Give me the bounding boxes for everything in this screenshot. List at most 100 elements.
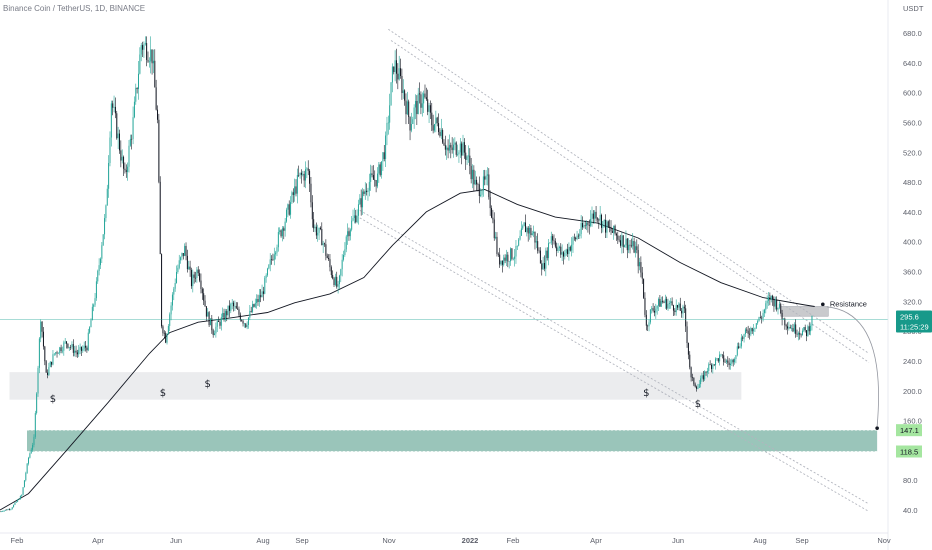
x-tick-label: Sep <box>295 536 308 545</box>
countdown-timer: 11:25:29 <box>900 322 929 331</box>
candle-body <box>299 172 301 176</box>
candle-body <box>29 453 31 458</box>
candle-body <box>155 87 157 110</box>
candle-body <box>222 312 224 318</box>
candle-body <box>148 61 150 63</box>
candle-body <box>398 68 400 80</box>
time-axis[interactable]: Feb Apr Jun Aug Sep Nov 2022 Feb Apr Jun Aug Sep Nov <box>0 532 891 545</box>
candle-body <box>219 321 221 326</box>
candle-body <box>246 325 248 328</box>
candle-body <box>674 310 676 313</box>
candle-body <box>184 245 186 256</box>
candle-body <box>698 384 700 388</box>
candle-body <box>328 258 330 260</box>
candle-body <box>520 228 522 236</box>
candle-body <box>143 44 145 50</box>
candle-body <box>535 241 537 243</box>
candle-body <box>226 311 228 316</box>
candle-body <box>49 361 51 368</box>
candle-body <box>466 156 468 160</box>
candle-body <box>329 259 331 268</box>
candles-layer <box>0 36 813 513</box>
candle-body <box>626 238 628 251</box>
candle-body <box>237 308 239 310</box>
candle-body <box>541 263 543 270</box>
candle-body <box>157 109 159 120</box>
candle-body <box>188 266 190 270</box>
candle-body <box>372 175 374 180</box>
candle-body <box>424 93 426 98</box>
candle-body <box>689 354 691 368</box>
candle-body <box>186 255 188 270</box>
candle-body <box>91 306 93 321</box>
candle-body <box>243 323 245 325</box>
candle-body <box>288 204 290 215</box>
candle-body <box>162 326 164 334</box>
candle-body <box>185 245 187 256</box>
support-zone <box>9 372 742 400</box>
candle-body <box>14 502 16 505</box>
candle-body <box>518 239 520 246</box>
candle-body <box>649 309 651 323</box>
candle-body <box>488 174 490 198</box>
candle-body <box>133 101 135 118</box>
candle-body <box>139 54 141 74</box>
candle-body <box>474 179 476 185</box>
candle-body <box>758 317 760 322</box>
candle-body <box>662 300 664 302</box>
candle-body <box>787 326 789 329</box>
candle-body <box>152 60 154 64</box>
candle-body <box>476 179 478 185</box>
candle-body <box>395 60 397 74</box>
candle-body <box>477 184 479 185</box>
candle-body <box>530 227 532 236</box>
candle-body <box>606 221 608 233</box>
candle-body <box>416 100 418 115</box>
candle-body <box>514 256 516 259</box>
candle-body <box>763 309 765 314</box>
candle-body <box>315 226 317 236</box>
price-level-badge <box>896 424 922 437</box>
candle-body <box>277 232 279 248</box>
candle-body <box>281 228 283 237</box>
candle-body <box>414 100 416 108</box>
candle-body <box>352 218 354 221</box>
candle-body <box>762 313 764 319</box>
candle-body <box>356 215 358 223</box>
price-axis[interactable]: 40.080.0120.0160.0200.0240.0280.0320.036… <box>887 0 922 550</box>
candle-body <box>159 181 161 255</box>
candle-body <box>429 105 431 113</box>
candle-body <box>747 330 749 334</box>
candle-body <box>552 236 554 241</box>
candle-body <box>204 300 206 307</box>
channel-lines <box>359 28 870 512</box>
y-tick-label: 160.0 <box>903 417 922 426</box>
candle-body <box>99 258 101 266</box>
candle-body <box>112 103 114 108</box>
candle-body <box>715 358 717 366</box>
y-tick-label: 240.0 <box>903 357 922 366</box>
candle-body <box>667 303 669 309</box>
channel-line <box>359 217 870 512</box>
candle-body <box>25 473 27 481</box>
candle-body <box>601 214 603 228</box>
candle-body <box>550 236 552 243</box>
candle-body <box>795 324 797 334</box>
candle-body <box>554 241 556 247</box>
candle-body <box>603 219 605 222</box>
candle-body <box>333 278 335 286</box>
candle-body <box>806 330 808 336</box>
candle-body <box>406 101 408 115</box>
candle-body <box>774 299 776 307</box>
candle-body <box>252 304 254 312</box>
candle-body <box>681 310 683 314</box>
candle-body <box>470 165 472 180</box>
candle-body <box>276 247 278 253</box>
x-tick-label: Apr <box>590 536 602 545</box>
candle-body <box>495 236 497 239</box>
candle-body <box>615 233 617 236</box>
candle-body <box>478 184 480 196</box>
candle-body <box>48 367 50 375</box>
candle-body <box>664 298 666 303</box>
